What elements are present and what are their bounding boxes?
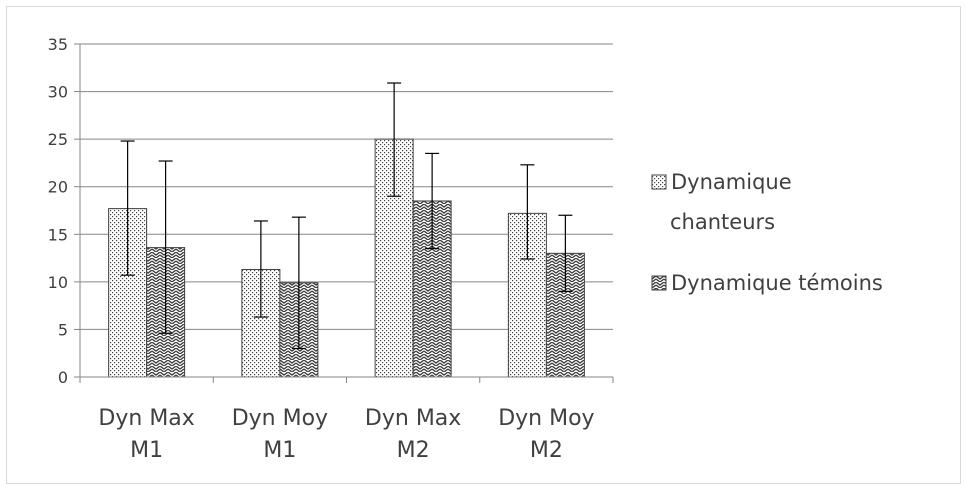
- y-tick-label: 10: [48, 273, 68, 292]
- y-tick-label: 25: [48, 130, 68, 149]
- axes: [74, 43, 614, 383]
- x-category-label: Dyn Moy: [498, 406, 594, 431]
- y-tick-label: 0: [58, 368, 68, 387]
- y-tick-label: 5: [58, 320, 68, 339]
- y-tick-label: 35: [48, 35, 68, 54]
- x-category-label: M2: [530, 438, 563, 463]
- x-category-label: M1: [263, 438, 296, 463]
- x-category-label: M2: [397, 438, 430, 463]
- tick-labels: 0 5 10 15 20 25 30 35 Dyn Max M1 Dyn Moy M1 Dyn Max M…: [48, 35, 595, 463]
- legend-label: Dynamique témoins: [671, 271, 883, 295]
- legend-label: Dynamique: [671, 170, 792, 194]
- x-category-label: Dyn Max: [98, 406, 194, 431]
- bars: [108, 138, 585, 378]
- y-tick-label: 20: [48, 178, 68, 197]
- error-bars: [120, 82, 573, 350]
- bar-series-2: [412, 200, 452, 378]
- legend: Dynamique chanteurs Dynamique témoins: [651, 170, 883, 295]
- x-category-label: Dyn Moy: [232, 406, 328, 431]
- x-category-label: M1: [130, 438, 163, 463]
- legend-swatch: [651, 174, 667, 190]
- legend-label: chanteurs: [670, 210, 775, 234]
- legend-swatch: [651, 275, 667, 291]
- y-tick-label: 30: [48, 83, 68, 102]
- y-tick-label: 15: [48, 225, 68, 244]
- x-category-label: Dyn Max: [365, 406, 461, 431]
